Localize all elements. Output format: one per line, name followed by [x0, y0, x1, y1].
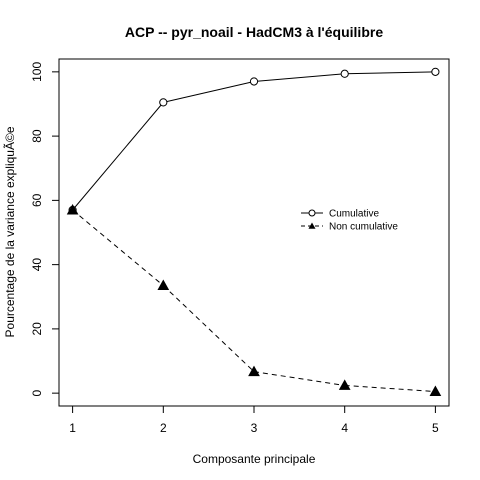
- x-tick-label: 4: [341, 421, 348, 435]
- point-cumulative: [341, 70, 348, 77]
- line-segment-non-cumulative: [254, 372, 345, 386]
- legend-marker-cumulative: [309, 210, 315, 216]
- plot-frame: [59, 59, 449, 406]
- y-tick-label: 0: [30, 389, 44, 396]
- chart-title: ACP -- pyr_noail - HadCM3 à l'équilibre: [125, 24, 383, 40]
- y-tick-label: 80: [30, 129, 44, 143]
- x-tick-label: 2: [160, 421, 167, 435]
- line-segment-non-cumulative: [163, 286, 254, 372]
- y-tick-label: 20: [30, 322, 44, 336]
- legend-label-non-cumulative: Non cumulative: [329, 222, 398, 233]
- y-tick-label: 40: [30, 258, 44, 272]
- y-tick-label: 60: [30, 193, 44, 207]
- legend-label-cumulative: Cumulative: [329, 209, 379, 220]
- legend-entry-cumulative: Cumulative: [301, 209, 379, 220]
- point-non-cumulative: [158, 281, 168, 290]
- line-segment-non-cumulative: [345, 385, 436, 391]
- line-segment-cumulative: [163, 81, 254, 102]
- line-segment-non-cumulative: [73, 210, 164, 286]
- x-tick-label: 1: [69, 421, 76, 435]
- series-cumulative: [69, 68, 439, 213]
- x-axis-label: Composante principale: [193, 452, 316, 466]
- legend: Cumulative Non cumulative: [301, 209, 398, 233]
- line-segment-cumulative: [254, 74, 345, 82]
- point-cumulative: [160, 99, 167, 106]
- point-cumulative: [432, 68, 439, 75]
- series-non-cumulative: [68, 205, 441, 396]
- y-axis: 0 20 40 60 80 100: [30, 62, 59, 397]
- line-segment-cumulative: [73, 102, 164, 210]
- point-cumulative: [250, 78, 257, 85]
- x-axis: 1 2 3 4 5: [69, 406, 439, 435]
- x-tick-label: 5: [432, 421, 439, 435]
- point-non-cumulative: [340, 380, 350, 389]
- legend-entry-non-cumulative: Non cumulative: [301, 222, 398, 233]
- line-segment-cumulative: [345, 72, 436, 74]
- x-tick-label: 3: [251, 421, 258, 435]
- y-tick-label: 100: [30, 62, 44, 82]
- point-non-cumulative: [430, 387, 440, 396]
- y-axis-label: Pourcentage de la variance expliquÃ©e: [3, 126, 17, 337]
